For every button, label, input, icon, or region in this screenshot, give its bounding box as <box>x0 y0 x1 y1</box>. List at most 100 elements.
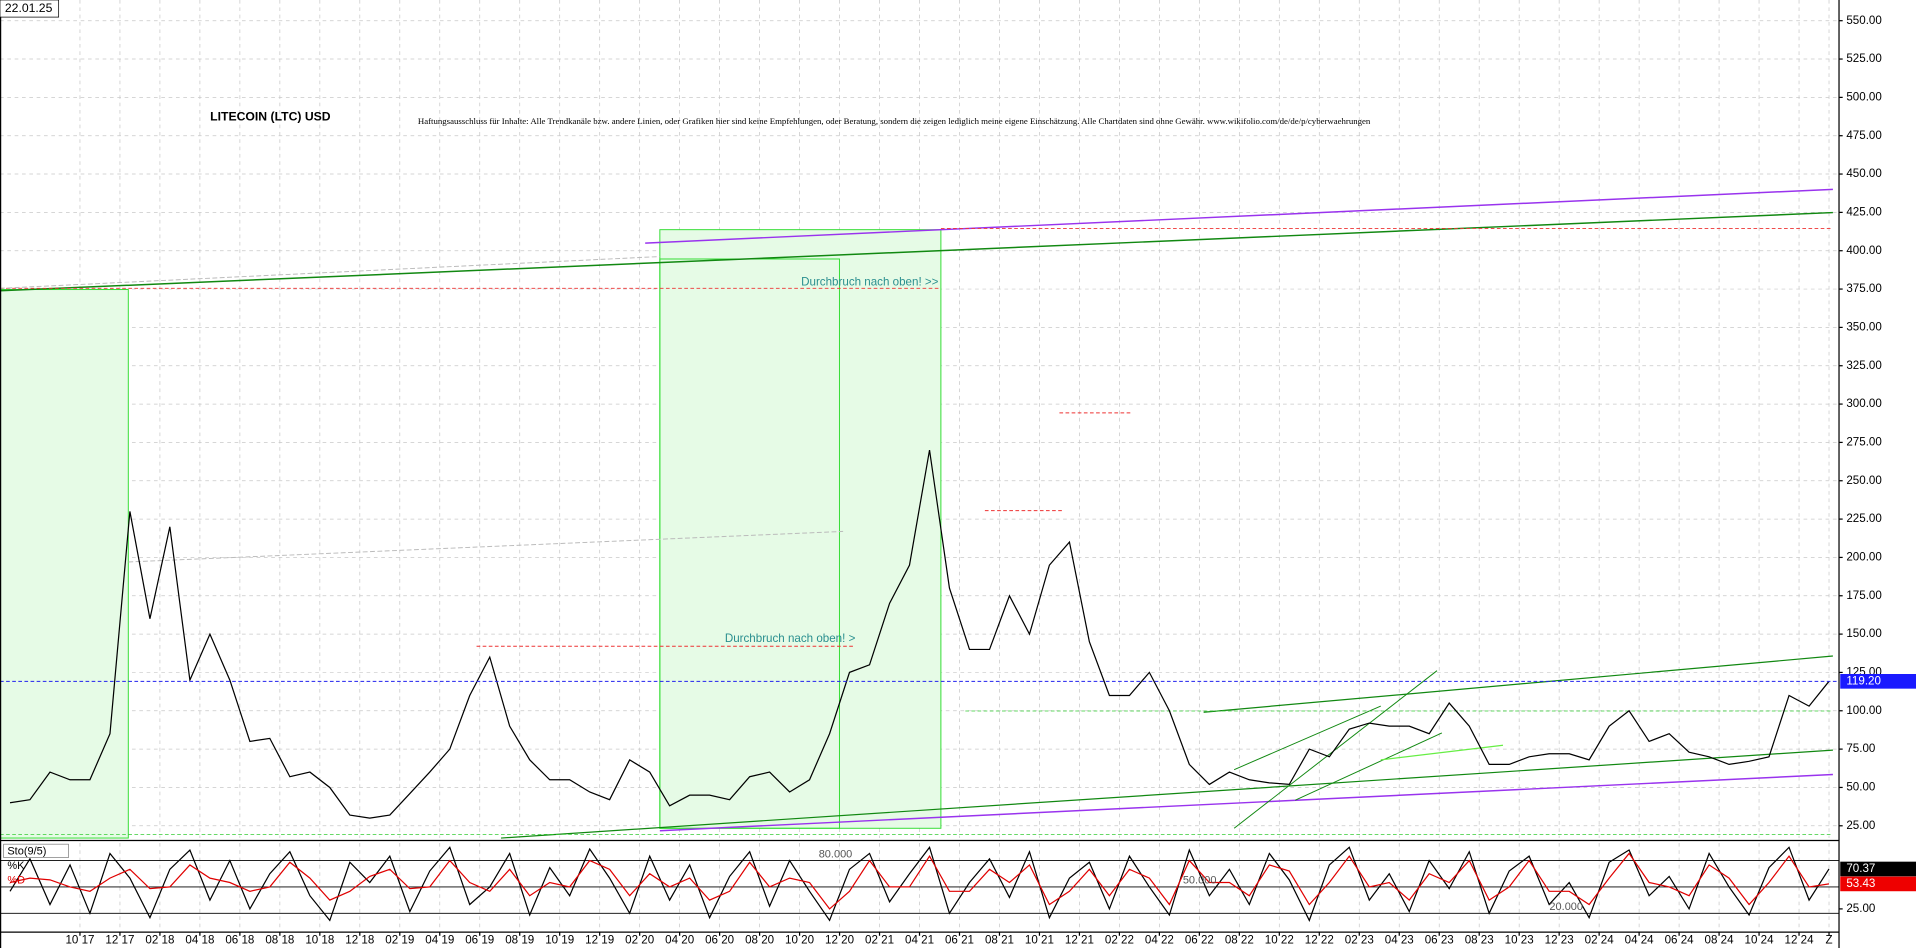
y-tick-label: 375.00 <box>1846 282 1881 295</box>
x-tick-label: 10 18 <box>305 934 334 947</box>
x-tick-label: 12 21 <box>1065 934 1094 947</box>
y-tick-label: 75.00 <box>1846 742 1875 755</box>
trend-line <box>645 188 1833 244</box>
y-tick-label: 400.00 <box>1846 244 1881 257</box>
chart-title: LITECOIN (LTC) USD <box>210 109 331 123</box>
trend-line <box>128 530 844 563</box>
x-tick-label: 06 23 <box>1425 934 1454 947</box>
level-label: 80.000 <box>819 848 853 860</box>
trend-line <box>1233 705 1381 771</box>
series-line <box>9 449 1830 819</box>
trend-line <box>0 211 1833 292</box>
x-tick-label: 04 22 <box>1145 934 1174 947</box>
trend-line <box>1203 655 1833 713</box>
x-tick-label: 04 21 <box>905 934 934 947</box>
x-tick-label: 12 22 <box>1305 934 1334 947</box>
y-tick-label: 225.00 <box>1846 512 1881 525</box>
trend-line <box>500 749 1833 839</box>
series-line <box>9 846 1830 922</box>
x-tick-label: 02 20 <box>625 934 654 947</box>
x-tick-label: 06 20 <box>705 934 734 947</box>
y-tick-label: 150.00 <box>1846 627 1881 640</box>
x-tick-label: 10 19 <box>545 934 574 947</box>
x-tick-label: 02 19 <box>385 934 414 947</box>
date-box <box>0 0 60 18</box>
x-tick-label: 06 22 <box>1185 934 1214 947</box>
trend-line <box>659 773 1833 832</box>
y-tick-label: 50.00 <box>1846 781 1875 794</box>
last-price-label: 119.20 <box>1846 674 1881 687</box>
series-line <box>9 852 1830 910</box>
x-tick-label: 02 21 <box>865 934 894 947</box>
y-tick-label: 425.00 <box>1846 205 1881 218</box>
x-tick-label: 10 24 <box>1745 934 1775 947</box>
marks <box>0 449 1840 922</box>
y-tick-label: 500.00 <box>1846 90 1881 103</box>
x-tick-label: 06 19 <box>465 934 494 947</box>
x-tick-label: 08 19 <box>505 934 534 947</box>
x-tick-label: 10 20 <box>785 934 814 947</box>
trend-line <box>1295 732 1443 801</box>
y-tick-label: 525.00 <box>1846 52 1881 65</box>
x-tick-label: 04 20 <box>665 934 694 947</box>
x-tick-label: 08 23 <box>1465 934 1494 947</box>
x-tick-label: 12 24 <box>1785 934 1815 947</box>
y-tick-label: 175.00 <box>1846 589 1881 602</box>
disclaimer: Haftungsausschluss für Inhalte: Alle Tre… <box>418 116 1371 126</box>
y-tick-label: 250.00 <box>1846 474 1881 487</box>
x-tick-label: 08 22 <box>1225 934 1254 947</box>
last-value-tag <box>1840 876 1916 892</box>
y-tick-label: 25.00 <box>1846 819 1875 832</box>
x-tick-label: 08 21 <box>985 934 1014 947</box>
last-price-tag <box>1840 673 1916 689</box>
indicator-box <box>3 843 69 858</box>
annotation: Durchbruch nach oben! >> <box>801 275 939 288</box>
y-tick-label: 25.00 <box>1846 902 1875 915</box>
x-tick-label: 12 18 <box>345 934 374 947</box>
drawings <box>0 188 1833 839</box>
zone <box>659 229 942 829</box>
y-tick-label: 275.00 <box>1846 435 1881 448</box>
x-tick-label: 10 22 <box>1265 934 1294 947</box>
x-tick-label: 04 24 <box>1625 934 1655 947</box>
y-tick-label: 300.00 <box>1846 397 1881 410</box>
y-tick-label: 325.00 <box>1846 359 1881 372</box>
y-tick-label: 200.00 <box>1846 550 1881 563</box>
x-tick-label: 02 18 <box>145 934 174 947</box>
level-label: 50.000 <box>1183 875 1217 887</box>
zone <box>0 289 129 839</box>
annotation: Durchbruch nach oben! > <box>725 632 856 645</box>
x-tick-label: 10 17 <box>65 934 94 947</box>
x-tick-label: 02 24 <box>1585 934 1615 947</box>
y-tick-label: 350.00 <box>1846 320 1881 333</box>
x-tick-label: 12 20 <box>825 934 854 947</box>
x-tick-label: 04 18 <box>185 934 214 947</box>
x-tick-label: 02 22 <box>1105 934 1134 947</box>
last-value-label: 53.43 <box>1846 877 1875 890</box>
date: 22.01.25 <box>5 1 53 15</box>
x-tick-label: 08 24 <box>1705 934 1735 947</box>
y-tick-label: 450.00 <box>1846 167 1881 180</box>
y-tick-label: 550.00 <box>1846 14 1881 27</box>
level-label: 20.000 <box>1549 901 1583 913</box>
indicator-title: Sto(9/5) <box>7 845 46 857</box>
x-tick-label: 06 24 <box>1665 934 1695 947</box>
x-tick-label: 04 23 <box>1385 934 1414 947</box>
trend-line <box>1380 744 1504 761</box>
x-tick-label: 12 19 <box>585 934 614 947</box>
x-tick-label: 12 23 <box>1545 934 1574 947</box>
legend-k: %K <box>7 860 25 872</box>
x-tick-label: 10 21 <box>1025 934 1054 947</box>
y-tick-label: 475.00 <box>1846 129 1881 142</box>
x-tick-label: 06 18 <box>225 934 254 947</box>
x-tick-label: 10 23 <box>1505 934 1534 947</box>
trend-line <box>0 256 660 289</box>
trend-line <box>1233 670 1438 829</box>
y-tick-label: 100.00 <box>1846 704 1881 717</box>
x-tick-label: 04 19 <box>425 934 454 947</box>
x-tick-label: 06 21 <box>945 934 974 947</box>
last-value-tag <box>1840 861 1916 877</box>
